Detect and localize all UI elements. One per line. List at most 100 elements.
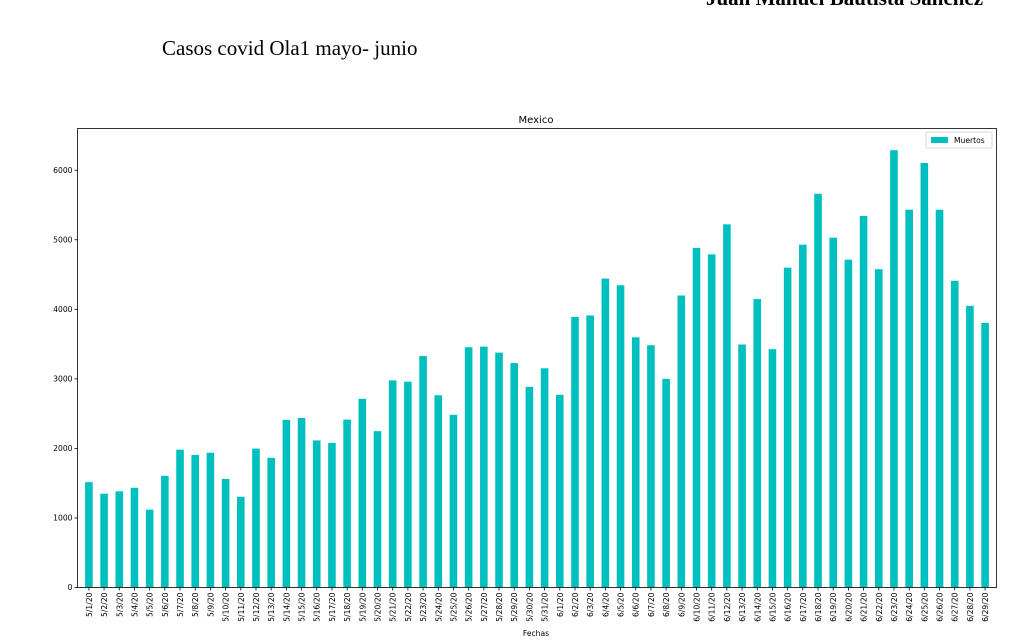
author-name: Juan Manuel Bautista Sánchez xyxy=(706,0,1011,11)
legend: Muertos xyxy=(925,131,993,149)
x-tick-label: 5/15/20 xyxy=(298,592,307,621)
bar xyxy=(510,363,519,588)
x-tick-label: 5/31/20 xyxy=(541,592,550,621)
bar xyxy=(145,509,154,588)
x-tick-label: 5/30/20 xyxy=(525,592,534,621)
x-tick-label: 6/20/20 xyxy=(844,592,853,621)
x-tick-label: 5/7/20 xyxy=(176,592,185,617)
bar xyxy=(161,475,169,588)
x-tick-label: 6/16/20 xyxy=(784,592,793,621)
bar xyxy=(677,295,686,588)
bar xyxy=(495,352,503,588)
bar xyxy=(920,162,929,588)
bar xyxy=(221,478,230,588)
bar xyxy=(434,395,443,588)
x-tick-label: 6/25/20 xyxy=(920,592,929,621)
x-axis-label: Fechas xyxy=(523,629,549,638)
bar xyxy=(404,381,412,588)
bar xyxy=(890,150,898,588)
x-tick-label: 5/6/20 xyxy=(161,592,170,617)
bar xyxy=(586,315,594,588)
x-tick-label: 5/24/20 xyxy=(434,592,443,621)
bar xyxy=(176,449,184,588)
x-axis: 5/1/20 5/2/20 5/3/20 5/4/20 5/5/20 5/6/20 5/7/… xyxy=(85,587,990,622)
x-tick-label: 6/7/20 xyxy=(647,592,656,617)
bar xyxy=(297,418,306,588)
document-title: Casos covid Ola1 mayo- junio xyxy=(162,36,418,60)
bar xyxy=(540,368,549,588)
legend-label: Muertos xyxy=(954,136,985,145)
x-tick-label: 6/2/20 xyxy=(571,592,580,617)
x-tick-label: 6/8/20 xyxy=(662,592,671,617)
bar xyxy=(874,269,883,588)
y-tick-label: 0 xyxy=(68,583,73,592)
bar xyxy=(616,285,625,588)
x-tick-label: 5/16/20 xyxy=(313,592,322,621)
x-tick-label: 6/17/20 xyxy=(799,592,808,621)
x-tick-label: 6/28/20 xyxy=(966,592,975,621)
bar xyxy=(738,344,746,588)
x-tick-label: 6/12/20 xyxy=(723,592,732,621)
x-tick-label: 6/1/20 xyxy=(556,592,565,617)
bar xyxy=(799,244,807,588)
legend-box xyxy=(925,131,993,149)
x-tick-label: 5/3/20 xyxy=(115,592,124,617)
x-tick-label: 5/17/20 xyxy=(328,592,337,621)
bar xyxy=(768,349,777,588)
y-axis: 0 1000 2000 3000 4000 5000 6000 xyxy=(53,166,78,592)
bar xyxy=(85,482,93,588)
x-tick-label: 6/4/20 xyxy=(601,592,610,617)
y-tick-label: 5000 xyxy=(53,235,72,244)
bar xyxy=(449,414,458,588)
bar xyxy=(282,419,291,588)
x-tick-label: 6/23/20 xyxy=(890,592,899,621)
bar xyxy=(647,345,655,588)
bar xyxy=(464,347,473,588)
x-tick-label: 5/21/20 xyxy=(389,592,398,621)
x-tick-label: 5/23/20 xyxy=(419,592,428,621)
x-tick-label: 5/2/20 xyxy=(100,592,109,617)
x-tick-label: 6/13/20 xyxy=(738,592,747,621)
x-tick-label: 5/22/20 xyxy=(404,592,413,621)
bar xyxy=(328,442,336,588)
x-tick-label: 5/4/20 xyxy=(130,592,139,617)
bar xyxy=(130,487,139,588)
bar xyxy=(525,386,534,588)
x-tick-label: 5/26/20 xyxy=(465,592,474,621)
x-tick-label: 5/25/20 xyxy=(449,592,458,621)
y-tick-label: 6000 xyxy=(53,166,72,175)
x-tick-label: 5/10/20 xyxy=(222,592,231,621)
legend-swatch xyxy=(931,137,948,143)
x-tick-label: 6/27/20 xyxy=(951,592,960,621)
x-tick-label: 5/14/20 xyxy=(282,592,291,621)
x-tick-label: 6/21/20 xyxy=(860,592,869,621)
x-tick-label: 6/10/20 xyxy=(692,592,701,621)
bar-group xyxy=(85,150,989,588)
x-tick-label: 5/5/20 xyxy=(146,592,155,617)
bar xyxy=(692,247,701,588)
bar xyxy=(981,322,989,588)
bar xyxy=(631,337,640,588)
x-tick-label: 6/22/20 xyxy=(875,592,884,621)
x-tick-label: 5/29/20 xyxy=(510,592,519,621)
x-tick-label: 6/9/20 xyxy=(677,592,686,617)
bar xyxy=(358,398,367,588)
y-tick-label: 4000 xyxy=(53,305,72,314)
bar xyxy=(601,278,610,588)
x-tick-label: 5/11/20 xyxy=(237,592,246,621)
bar xyxy=(555,394,564,588)
bar xyxy=(100,493,108,588)
x-tick-label: 6/24/20 xyxy=(905,592,914,621)
bar xyxy=(252,448,260,588)
x-tick-label: 5/9/20 xyxy=(206,592,215,617)
x-tick-label: 6/6/20 xyxy=(632,592,641,617)
y-tick-label: 1000 xyxy=(53,514,72,523)
x-tick-label: 5/12/20 xyxy=(252,592,261,621)
bar xyxy=(935,209,944,588)
x-tick-label: 6/14/20 xyxy=(753,592,762,621)
bar xyxy=(571,316,579,588)
bar xyxy=(859,215,868,588)
x-tick-label: 5/13/20 xyxy=(267,592,276,621)
chart-title: Mexico xyxy=(519,115,554,126)
